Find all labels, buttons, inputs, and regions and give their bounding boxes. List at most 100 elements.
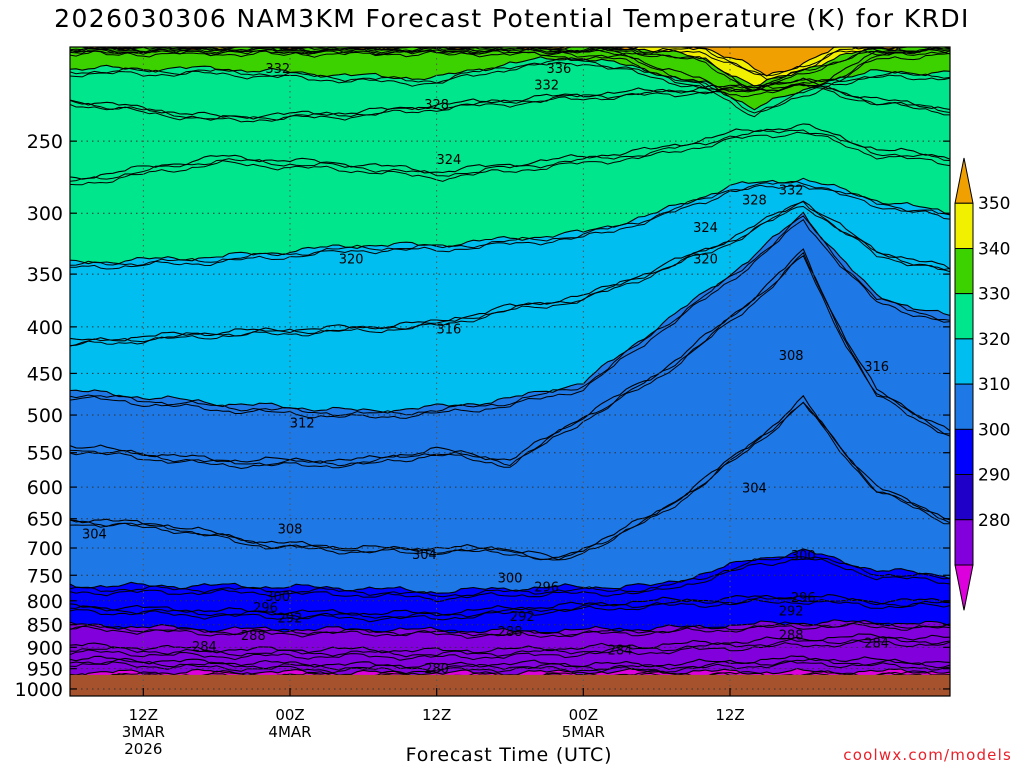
y-tick-label-250: 250	[27, 131, 63, 153]
contour-minor-332-0	[70, 57, 950, 93]
ground-layer	[70, 674, 950, 696]
contour-label-17: 304	[412, 548, 437, 563]
contour-label-14: 304	[742, 481, 767, 496]
contour-label-12: 308	[779, 349, 804, 364]
contour-label-1: 336	[546, 62, 571, 77]
y-tick-label-400: 400	[27, 317, 63, 339]
y-tick-label-550: 550	[27, 443, 63, 465]
y-tick-label-300: 300	[27, 203, 63, 225]
contour-minor-324-0	[70, 129, 950, 182]
contour-minor-350-1	[70, 48, 950, 80]
contour-minor-300-1	[70, 558, 950, 603]
x-tick-label-2-0: 12Z	[422, 706, 451, 724]
contour-label-25: 292	[278, 612, 303, 627]
contour-328	[70, 77, 950, 120]
x-tick-label-1-0: 00Z	[275, 706, 304, 724]
contour-minor-324-1	[70, 131, 950, 186]
contour-label-20: 296	[534, 581, 559, 596]
contour-label-16: 308	[278, 522, 303, 537]
contour-line-layer	[70, 47, 950, 681]
y-tick-label-750: 750	[27, 565, 63, 587]
contour-minor-288-0	[70, 636, 950, 658]
contour-label-13: 312	[290, 416, 315, 431]
y-tick-label-800: 800	[27, 591, 63, 613]
contour-320	[70, 177, 950, 265]
colorbar-segment-4	[954, 338, 974, 385]
contour-label-31: 284	[192, 640, 217, 655]
x-tick-label-1-1: 4MAR	[268, 723, 311, 741]
colorbar-segment-2	[954, 247, 974, 295]
contour-minor-316-1	[70, 205, 950, 346]
contour-minor-328-1	[70, 83, 950, 123]
contour-label-layer: 332 336 332 328 324 332 328 324 320 320 316 316 308 3…	[82, 62, 889, 677]
grid-layer	[70, 47, 950, 696]
contour-label-2: 332	[534, 79, 559, 94]
contour-324	[70, 123, 950, 180]
contour-340	[70, 47, 950, 87]
x-tick-label-0-2: 2026	[124, 740, 162, 758]
y-tick-label-650: 650	[27, 509, 63, 531]
colorbar-label-340: 340	[978, 239, 1010, 259]
contour-label-28: 288	[498, 625, 523, 640]
colorbar-label-280: 280	[978, 511, 1010, 531]
contour-336	[70, 47, 950, 111]
colorbar: 350 340 330 320 310 300 290 280	[954, 157, 1010, 611]
contour-label-7: 324	[693, 221, 718, 236]
contour-label-15: 304	[82, 528, 107, 543]
contour-300	[70, 548, 950, 594]
y-tick-label-900: 900	[27, 637, 63, 659]
contour-label-27: 288	[241, 629, 266, 644]
contour-288	[70, 633, 950, 654]
colorbar-segment-1	[954, 202, 974, 249]
contour-label-4: 324	[436, 153, 461, 168]
colorbar-segment-9	[954, 564, 974, 611]
colorbar-segment-6	[954, 428, 974, 476]
contour-minor-350-0	[70, 47, 950, 77]
colorbar-segment-3	[954, 293, 974, 340]
theta-band-350	[70, 47, 950, 76]
contour-label-23: 296	[253, 601, 278, 616]
contour-label-21: 300	[265, 590, 290, 605]
x-tick-label-0-0: 12Z	[129, 706, 158, 724]
colorbar-segment-5	[954, 383, 974, 430]
contour-label-24: 292	[779, 605, 804, 620]
x-axis-title: Forecast Time (UTC)	[405, 744, 613, 766]
contour-label-26: 292	[510, 610, 535, 625]
y-tick-label-450: 450	[27, 363, 63, 385]
contour-label-5: 332	[779, 184, 804, 199]
contour-296	[70, 594, 950, 616]
contour-304	[70, 394, 950, 559]
y-tick-label-1000: 1000	[15, 679, 63, 701]
contour-minor-308-0	[70, 251, 950, 467]
colorbar-label-290: 290	[978, 466, 1010, 486]
contour-minor-332-1	[70, 61, 950, 98]
contour-label-29: 288	[779, 628, 804, 643]
colorbar-label-300: 300	[978, 420, 1010, 440]
x-tick-label-4-0: 12Z	[715, 706, 744, 724]
contour-label-33: 280	[424, 662, 449, 677]
contour-label-10: 316	[436, 322, 461, 337]
contour-label-9: 320	[693, 253, 718, 268]
site-credit: coolwx.com/models	[843, 746, 1012, 764]
chart-title: 2026030306 NAM3KM Forecast Potential Tem…	[54, 4, 970, 33]
contour-label-30: 284	[864, 636, 889, 651]
colorbar-label-330: 330	[978, 285, 1010, 305]
contour-minor-320-0	[70, 180, 950, 267]
colorbar-label-350: 350	[978, 194, 1010, 214]
contour-minor-284-0	[70, 657, 950, 672]
y-tick-label-950: 950	[27, 659, 63, 681]
contour-280	[70, 667, 950, 678]
plot-frame	[69, 46, 951, 697]
contour-minor-312-1	[70, 218, 950, 419]
colorbar-segment-8	[954, 519, 974, 566]
contour-332	[70, 56, 950, 93]
y-tick-label-700: 700	[27, 538, 63, 560]
contour-label-19: 300	[498, 571, 523, 586]
contour-minor-304-1	[70, 401, 950, 561]
contour-292	[70, 619, 950, 635]
contour-308	[70, 248, 950, 464]
y-tick-label-500: 500	[27, 405, 63, 427]
y-axis: 2503003504004505005506006507007508008509…	[15, 131, 950, 701]
